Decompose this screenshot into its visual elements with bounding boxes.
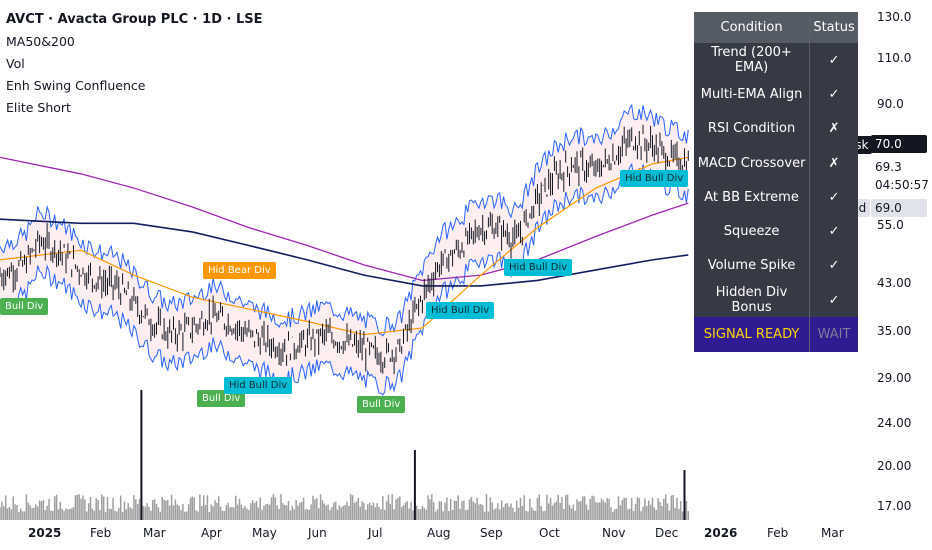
time-label: Oct <box>539 526 560 540</box>
bollinger-lower <box>0 162 689 396</box>
price-label: 35.00 <box>877 324 912 338</box>
time-label: Jul <box>368 526 383 540</box>
ema_purple-line <box>0 156 689 282</box>
indicator-short[interactable]: Elite Short <box>6 100 71 115</box>
chart-title: AVCT · Avacta Group PLC · 1D · LSE <box>6 12 263 27</box>
bar-countdown: 04:50:57 <box>871 176 932 194</box>
condition-label: Hidden Div Bonus <box>694 283 810 318</box>
time-label: May <box>252 526 277 540</box>
price-label: 29.00 <box>877 371 912 385</box>
indicator-volume[interactable]: Vol <box>6 56 25 71</box>
check-icon: ✓ <box>809 248 858 284</box>
check-icon: ✓ <box>809 77 858 112</box>
last-price: 69.3 <box>871 158 906 176</box>
condition-label: Squeeze <box>694 214 810 249</box>
bull-div-label-1: Bull Div <box>0 298 49 315</box>
bollinger-upper <box>0 103 689 337</box>
check-icon: ✓ <box>809 180 858 215</box>
indicator-ma[interactable]: MA50&200 <box>6 34 75 49</box>
condition-label: Multi-EMA Align <box>694 77 810 112</box>
cross-icon: ✗ <box>809 111 858 146</box>
bid-price: 69.0 <box>871 199 927 217</box>
condition-label: At BB Extreme <box>694 180 810 215</box>
price-label: 43.00 <box>877 276 912 290</box>
condition-label: Trend (200+ EMA) <box>694 43 810 78</box>
time-label: Sep <box>480 526 503 540</box>
time-label: Dec <box>655 526 679 540</box>
hid-bear-div-label: Hid Bear Div <box>203 262 276 279</box>
condition-table: Condition Status Trend (200+ EMA) ✓ Mult… <box>694 12 858 352</box>
time-label: Mar <box>143 526 166 540</box>
time-label: Jun <box>308 526 327 540</box>
time-label: Apr <box>201 526 222 540</box>
cross-icon: ✗ <box>809 145 858 181</box>
price-label: 110.0 <box>877 51 912 65</box>
condition-label: RSI Condition <box>694 111 810 146</box>
bull-div-label-3: Bull Div <box>357 396 406 413</box>
signal-ready-label: SIGNAL READY <box>694 317 810 352</box>
bollinger-fill <box>0 104 689 396</box>
time-label: Feb <box>90 526 112 540</box>
hid-bull-div-label-4: Hid Bull Div <box>620 170 689 187</box>
price-label: 55.0 <box>877 218 904 232</box>
hid-bull-div-label-3: Hid Bull Div <box>504 259 573 276</box>
indicator-swing[interactable]: Enh Swing Confluence <box>6 78 146 93</box>
ask-price: 70.0 <box>871 135 927 153</box>
time-label: Aug <box>427 526 451 540</box>
ma200-line <box>0 218 689 287</box>
bull-div-label-2: Bull Div <box>197 390 246 407</box>
price-scale[interactable] <box>860 0 932 550</box>
price-label: 17.00 <box>877 499 912 513</box>
time-label: 2025 <box>28 526 62 540</box>
check-icon: ✓ <box>809 214 858 249</box>
table-header-condition: Condition <box>694 12 810 43</box>
check-icon: ✓ <box>809 283 858 318</box>
signal-status: WAIT <box>809 317 858 352</box>
hid-bull-div-label-1: Hid Bull Div <box>224 377 293 394</box>
price-label: 24.00 <box>877 416 912 430</box>
check-icon: ✓ <box>809 43 858 78</box>
time-label: Mar <box>821 526 844 540</box>
condition-label: Volume Spike <box>694 248 810 284</box>
hid-bull-div-label-2: Hid Bull Div <box>426 302 495 319</box>
price-label: 130.0 <box>877 10 912 24</box>
time-label: Feb <box>767 526 789 540</box>
price-label: 20.00 <box>877 459 912 473</box>
table-header-status: Status <box>809 12 858 43</box>
condition-label: MACD Crossover <box>694 145 810 181</box>
time-label: 2026 <box>704 526 738 540</box>
price-label: 90.0 <box>877 97 904 111</box>
time-label: Nov <box>602 526 626 540</box>
